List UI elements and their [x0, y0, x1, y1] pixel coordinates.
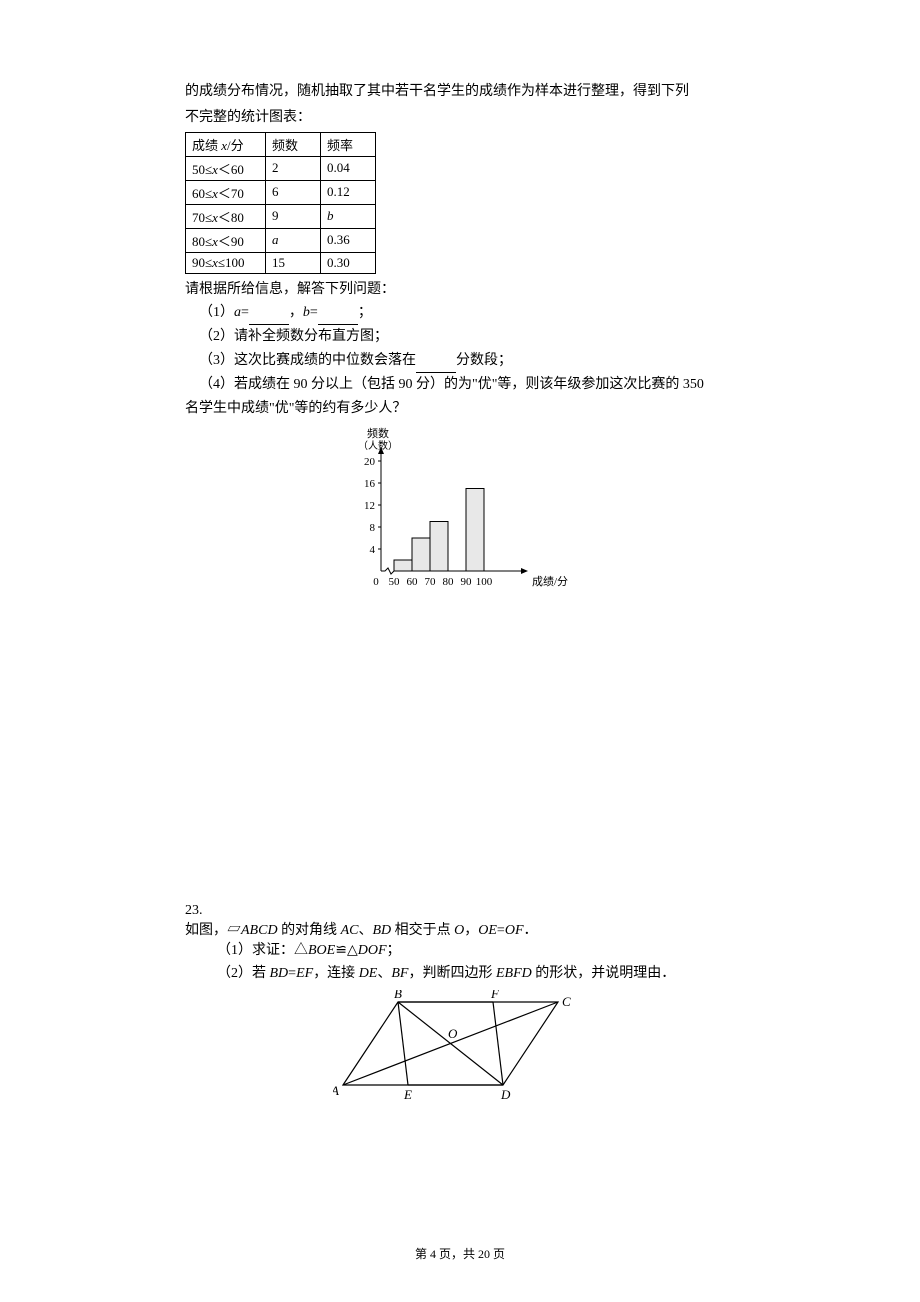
intro-text-2: 不完整的统计图表： — [185, 106, 740, 130]
svg-text:成绩/分: 成绩/分 — [532, 575, 568, 588]
cell-rate: b — [321, 204, 376, 228]
q23-number: 23. — [185, 903, 203, 919]
cell-rate: 0.04 — [321, 156, 376, 180]
svg-text:100: 100 — [475, 576, 492, 588]
cell-range: 90≤x≤100 — [186, 252, 266, 273]
table-row: 50≤x＜60 2 0.04 — [186, 156, 376, 180]
cell-rate: 0.30 — [321, 252, 376, 273]
svg-text:60: 60 — [406, 576, 418, 588]
svg-text:50: 50 — [388, 576, 400, 588]
cell-freq: 2 — [266, 156, 321, 180]
histogram: 频数（人数） 4 8 12 16 20 0 50 60 70 80 90100 成绩/分 — [185, 423, 740, 603]
svg-text:F: F — [490, 990, 500, 1001]
geometry-figure: A B C D E F O — [185, 990, 725, 1110]
cell-range: 60≤x＜70 — [186, 180, 266, 204]
geom-svg: A B C D E F O — [333, 990, 578, 1105]
svg-text:16: 16 — [364, 478, 376, 490]
svg-text:12: 12 — [364, 500, 375, 512]
svg-text:20: 20 — [364, 456, 376, 468]
cell-rate: 0.36 — [321, 228, 376, 252]
svg-text:频数: 频数 — [367, 426, 389, 440]
table-row: 60≤x＜70 6 0.12 — [186, 180, 376, 204]
cell-freq: 9 — [266, 204, 321, 228]
cell-freq: 15 — [266, 252, 321, 273]
svg-text:80: 80 — [442, 576, 454, 588]
table-row: 90≤x≤100 15 0.30 — [186, 252, 376, 273]
svg-text:0: 0 — [373, 576, 379, 588]
question-23: 23. 如图，▱ABCD 的对角线 AC、BD 相交于点 O，OE=OF． （1… — [185, 903, 740, 1111]
th-freq: 频数 — [266, 132, 321, 156]
svg-text:4: 4 — [369, 544, 375, 556]
cell-freq: 6 — [266, 180, 321, 204]
question-prompt: 请根据所给信息，解答下列问题： — [185, 278, 740, 302]
blank-b — [318, 311, 358, 325]
svg-text:70: 70 — [424, 576, 436, 588]
cell-range: 50≤x＜60 — [186, 156, 266, 180]
cell-range: 70≤x＜80 — [186, 204, 266, 228]
th-rate: 频率 — [321, 132, 376, 156]
cell-rate: 0.12 — [321, 180, 376, 204]
q23-main: 如图，▱ABCD 的对角线 AC、BD 相交于点 O，OE=OF． — [185, 919, 725, 939]
svg-text:8: 8 — [369, 522, 375, 534]
blank-a — [249, 311, 289, 325]
page-number: 第 4 页，共 20 页 — [0, 1245, 920, 1262]
sub-q4-line1: （4）若成绩在 90 分以上（包括 90 分）的为"优"等，则该年级参加这次比赛… — [199, 373, 740, 397]
q23-sub1: （1）求证：△BOE≌△DOF； — [217, 939, 725, 963]
cell-freq: a — [266, 228, 321, 252]
svg-text:90: 90 — [460, 576, 472, 588]
svg-text:C: C — [562, 994, 571, 1009]
svg-text:O: O — [448, 1026, 458, 1041]
th-score: 成绩 x/分 — [186, 132, 266, 156]
svg-text:D: D — [500, 1087, 511, 1102]
intro-text-1: 的成绩分布情况，随机抽取了其中若干名学生的成绩作为样本进行整理，得到下列 — [185, 80, 740, 104]
cell-range: 80≤x＜90 — [186, 228, 266, 252]
svg-text:A: A — [333, 1083, 339, 1098]
svg-text:B: B — [394, 990, 402, 1001]
q23-sub2: （2）若 BD=EF，连接 DE、BF，判断四边形 EBFD 的形状，并说明理由… — [217, 962, 725, 986]
histogram-svg: 频数（人数） 4 8 12 16 20 0 50 60 70 80 90100 成绩/分 — [333, 423, 593, 598]
blank-median — [416, 359, 456, 373]
svg-text:（人数）: （人数） — [358, 439, 398, 452]
frequency-table: 成绩 x/分 频数 频率 50≤x＜60 2 0.04 60≤x＜70 6 0.… — [185, 132, 376, 274]
sub-q2: （2）请补全频数分布直方图； — [199, 325, 740, 349]
sub-q3: （3）这次比赛成绩的中位数会落在分数段； — [199, 349, 740, 373]
svg-text:E: E — [403, 1087, 412, 1102]
sub-q4-line2: 名学生中成绩"优"等的约有多少人？ — [185, 397, 740, 417]
table-header-row: 成绩 x/分 频数 频率 — [186, 132, 376, 156]
table-row: 80≤x＜90 a 0.36 — [186, 228, 376, 252]
sub-q1: （1）a=，b=； — [199, 301, 740, 325]
table-row: 70≤x＜80 9 b — [186, 204, 376, 228]
